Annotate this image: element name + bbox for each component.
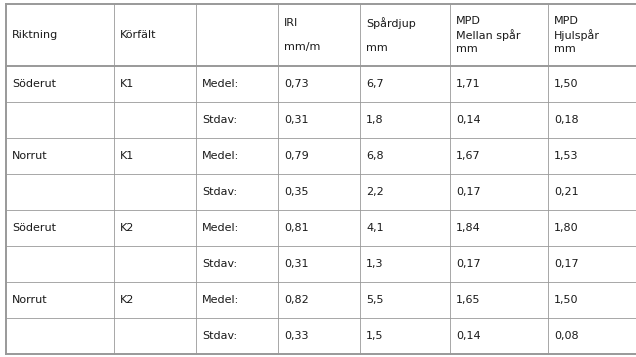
- Text: Stdav:: Stdav:: [202, 259, 237, 269]
- Text: 6,8: 6,8: [366, 151, 384, 161]
- Text: 0,17: 0,17: [554, 259, 579, 269]
- Text: 0,08: 0,08: [554, 331, 579, 341]
- Text: 6,7: 6,7: [366, 79, 384, 89]
- Text: Spårdjup

mm: Spårdjup mm: [366, 17, 416, 53]
- Text: MPD
Mellan spår
mm: MPD Mellan spår mm: [456, 16, 520, 54]
- Text: 5,5: 5,5: [366, 295, 384, 305]
- Text: 1,71: 1,71: [456, 79, 481, 89]
- Text: 0,17: 0,17: [456, 259, 481, 269]
- Text: 4,1: 4,1: [366, 223, 384, 233]
- Text: K2: K2: [120, 295, 134, 305]
- Text: Riktning: Riktning: [12, 30, 59, 40]
- Text: 1,65: 1,65: [456, 295, 481, 305]
- Text: 0,14: 0,14: [456, 115, 481, 125]
- Text: 0,21: 0,21: [554, 187, 579, 197]
- Text: 1,84: 1,84: [456, 223, 481, 233]
- Text: 2,2: 2,2: [366, 187, 384, 197]
- Text: 0,17: 0,17: [456, 187, 481, 197]
- Text: 0,73: 0,73: [284, 79, 308, 89]
- Text: Norrut: Norrut: [12, 295, 48, 305]
- Text: 0,14: 0,14: [456, 331, 481, 341]
- Text: MPD
Hjulspår
mm: MPD Hjulspår mm: [554, 16, 600, 54]
- Text: 0,35: 0,35: [284, 187, 308, 197]
- Text: 1,8: 1,8: [366, 115, 384, 125]
- Text: 1,50: 1,50: [554, 295, 579, 305]
- Text: 1,50: 1,50: [554, 79, 579, 89]
- Text: 0,33: 0,33: [284, 331, 308, 341]
- Text: 0,81: 0,81: [284, 223, 308, 233]
- Text: 0,18: 0,18: [554, 115, 579, 125]
- Text: K1: K1: [120, 79, 134, 89]
- Text: 1,67: 1,67: [456, 151, 481, 161]
- Text: 1,80: 1,80: [554, 223, 579, 233]
- Text: 1,53: 1,53: [554, 151, 579, 161]
- Text: Norrut: Norrut: [12, 151, 48, 161]
- Text: 0,31: 0,31: [284, 259, 308, 269]
- Text: 0,79: 0,79: [284, 151, 308, 161]
- Text: 1,3: 1,3: [366, 259, 384, 269]
- Text: 0,31: 0,31: [284, 115, 308, 125]
- Text: Medel:: Medel:: [202, 79, 239, 89]
- Text: Söderut: Söderut: [12, 223, 56, 233]
- Text: K2: K2: [120, 223, 134, 233]
- Text: Stdav:: Stdav:: [202, 331, 237, 341]
- Text: Stdav:: Stdav:: [202, 115, 237, 125]
- Text: Körfält: Körfält: [120, 30, 156, 40]
- Text: Medel:: Medel:: [202, 295, 239, 305]
- Text: Söderut: Söderut: [12, 79, 56, 89]
- Text: Medel:: Medel:: [202, 223, 239, 233]
- Text: 1,5: 1,5: [366, 331, 384, 341]
- Text: IRI

mm/m: IRI mm/m: [284, 17, 321, 52]
- Text: Stdav:: Stdav:: [202, 187, 237, 197]
- Text: K1: K1: [120, 151, 134, 161]
- Text: 0,82: 0,82: [284, 295, 308, 305]
- Text: Medel:: Medel:: [202, 151, 239, 161]
